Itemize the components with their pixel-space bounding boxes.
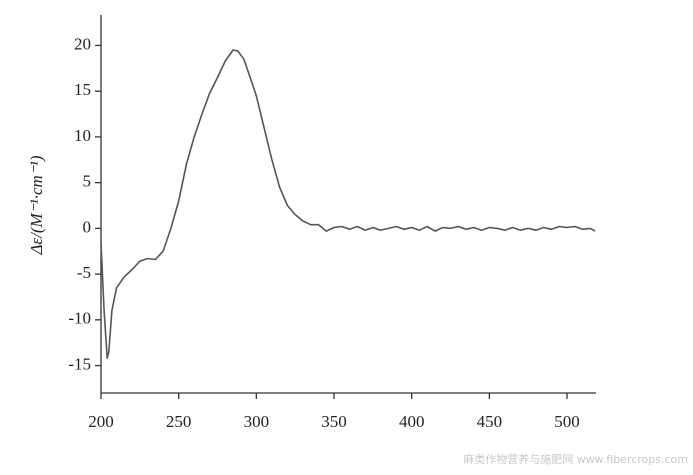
x-tick-label: 200	[88, 412, 114, 431]
y-tick-label: 10	[74, 126, 91, 145]
x-tick-label: 500	[554, 412, 580, 431]
y-tick-label: -10	[68, 309, 91, 328]
y-tick-label: -5	[77, 263, 91, 282]
x-tick-label: 400	[399, 412, 425, 431]
x-tick-label: 250	[166, 412, 192, 431]
data-line	[100, 49, 596, 359]
y-tick-label: 15	[74, 80, 91, 99]
x-tick-label: 450	[477, 412, 503, 431]
y-tick-label: 0	[83, 217, 92, 236]
x-tick-label: 300	[244, 412, 270, 431]
x-tick-label: 350	[321, 412, 347, 431]
y-tick-label: 5	[83, 172, 92, 191]
y-axis-label: Δε/(M⁻¹·cm⁻¹)	[27, 155, 46, 255]
y-tick-label: 20	[74, 34, 91, 53]
y-tick-label: -15	[68, 354, 91, 373]
watermark: 麻类作物营养与施肥网 www.fibercrops.com	[463, 452, 688, 466]
